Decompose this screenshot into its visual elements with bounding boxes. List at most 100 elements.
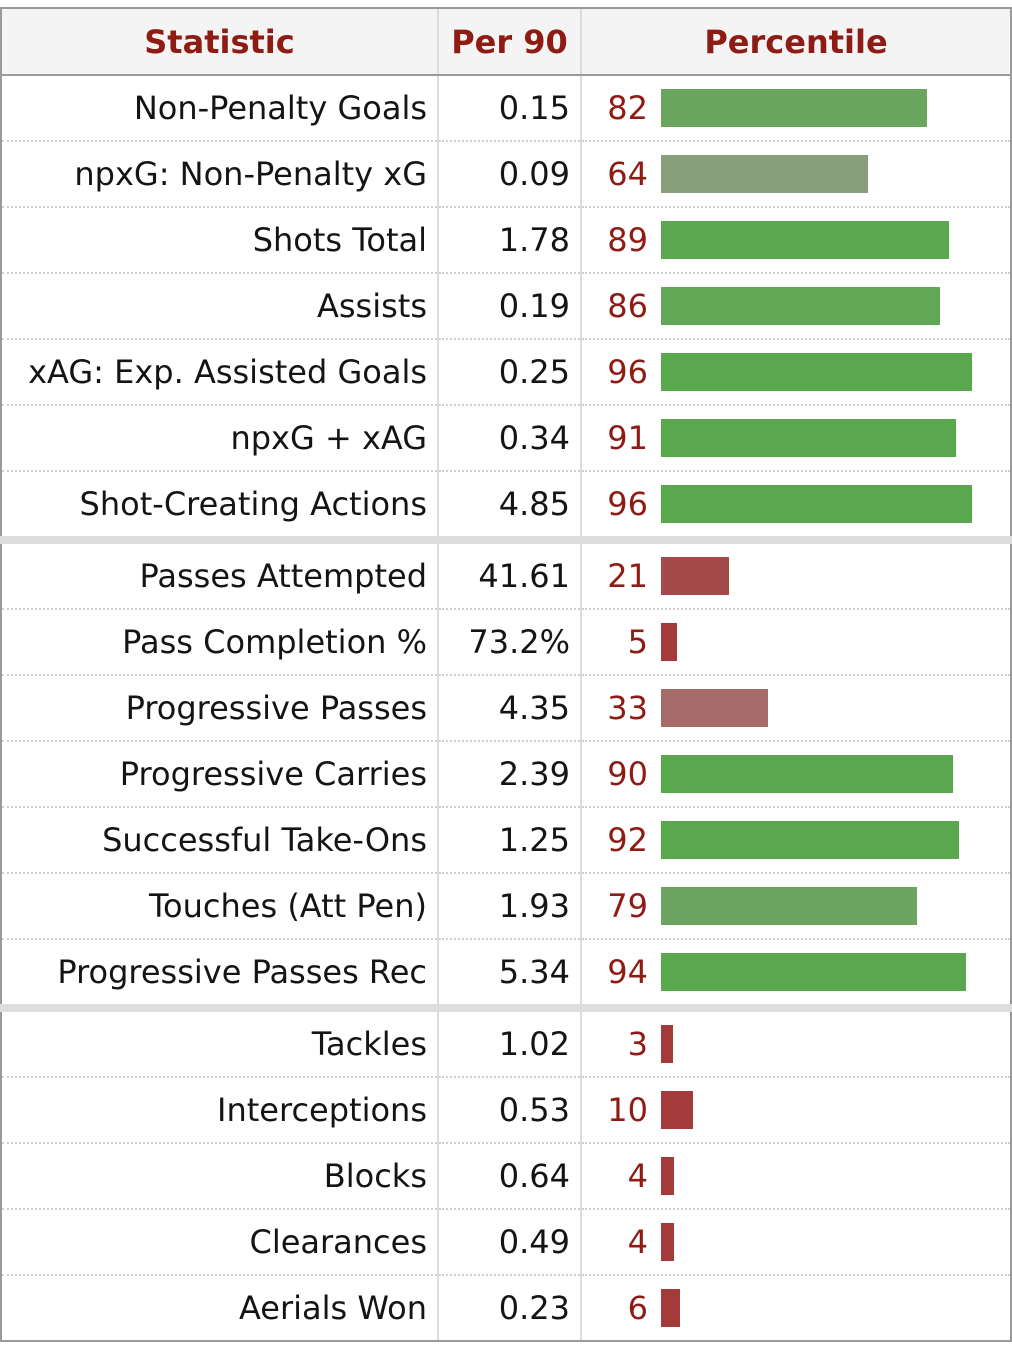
table-row: Tackles 1.02 3 — [1, 1004, 1011, 1078]
percentile-cell: 86 — [580, 273, 1011, 340]
percentile-wrap: 33 — [582, 676, 1010, 740]
stat-name: Clearances — [1, 1209, 438, 1276]
table-row: npxG: Non-Penalty xG 0.09 64 — [1, 141, 1011, 208]
table-row: Shot-Creating Actions 4.85 96 — [1, 471, 1011, 541]
percentile-cell: 91 — [580, 405, 1011, 472]
per90-value: 4.85 — [437, 471, 581, 541]
table-row: npxG + xAG 0.34 91 — [1, 405, 1011, 472]
stat-name: Progressive Passes Rec — [1, 939, 438, 1009]
table-row: Non-Penalty Goals 0.15 82 — [1, 75, 1011, 142]
percentile-wrap: 96 — [582, 340, 1010, 404]
percentile-cell: 89 — [580, 207, 1011, 274]
percentile-label: 90 — [607, 755, 648, 793]
percentile-wrap: 92 — [582, 808, 1010, 872]
percentile-label: 79 — [607, 887, 648, 925]
percentile-bar — [661, 89, 927, 127]
percentile-cell: 3 — [580, 1004, 1011, 1078]
per90-value: 1.25 — [437, 807, 581, 874]
percentile-bar — [661, 1289, 680, 1327]
percentile-wrap: 3 — [582, 1012, 1010, 1076]
table-row: Progressive Carries 2.39 90 — [1, 741, 1011, 808]
percentile-label: 64 — [607, 155, 648, 193]
percentile-wrap: 90 — [582, 742, 1010, 806]
percentile-stats-table: Statistic Per 90 Percentile Non-Penalty … — [0, 7, 1012, 1342]
percentile-label: 33 — [607, 689, 648, 727]
percentile-bar — [661, 155, 868, 193]
per90-value: 1.93 — [437, 873, 581, 940]
percentile-wrap: 91 — [582, 406, 1010, 470]
percentile-label: 4 — [627, 1223, 648, 1261]
percentile-label: 89 — [607, 221, 648, 259]
percentile-cell: 21 — [580, 536, 1011, 610]
percentile-cell: 90 — [580, 741, 1011, 808]
percentile-bar — [661, 887, 917, 925]
percentile-label: 21 — [607, 557, 648, 595]
table-row: Interceptions 0.53 10 — [1, 1077, 1011, 1144]
stat-name: xAG: Exp. Assisted Goals — [1, 339, 438, 406]
percentile-cell: 79 — [580, 873, 1011, 940]
per90-value: 0.19 — [437, 273, 581, 340]
percentile-label: 3 — [627, 1025, 648, 1063]
percentile-bar — [661, 821, 959, 859]
percentile-bar — [661, 1025, 673, 1063]
percentile-bar — [661, 557, 729, 595]
percentile-label: 10 — [607, 1091, 648, 1129]
header-row: Statistic Per 90 Percentile — [1, 7, 1011, 76]
percentile-label: 92 — [607, 821, 648, 859]
percentile-label: 91 — [607, 419, 648, 457]
stat-name: Tackles — [1, 1004, 438, 1078]
stat-name: Pass Completion % — [1, 609, 438, 676]
per90-value: 2.39 — [437, 741, 581, 808]
percentile-wrap: 79 — [582, 874, 1010, 938]
table-body: Non-Penalty Goals 0.15 82 npxG: Non-Penalty… — [1, 75, 1011, 1342]
percentile-label: 86 — [607, 287, 648, 325]
percentile-cell: 94 — [580, 939, 1011, 1009]
percentile-wrap: 10 — [582, 1078, 1010, 1142]
table-row: Passes Attempted 41.61 21 — [1, 536, 1011, 610]
stat-name: Aerials Won — [1, 1275, 438, 1342]
percentile-cell: 64 — [580, 141, 1011, 208]
stat-name: npxG: Non-Penalty xG — [1, 141, 438, 208]
percentile-cell: 96 — [580, 339, 1011, 406]
stat-name: Passes Attempted — [1, 536, 438, 610]
percentile-bar — [661, 419, 956, 457]
table-row: Assists 0.19 86 — [1, 273, 1011, 340]
per90-value: 41.61 — [437, 536, 581, 610]
percentile-wrap: 96 — [582, 472, 1010, 536]
percentile-label: 6 — [627, 1289, 648, 1327]
header-statistic[interactable]: Statistic — [1, 7, 438, 76]
table-row: Pass Completion % 73.2% 5 — [1, 609, 1011, 676]
stat-name: Progressive Carries — [1, 741, 438, 808]
percentile-bar — [661, 953, 966, 991]
percentile-cell: 82 — [580, 75, 1011, 142]
table-row: Successful Take-Ons 1.25 92 — [1, 807, 1011, 874]
percentile-wrap: 64 — [582, 142, 1010, 206]
percentile-wrap: 82 — [582, 76, 1010, 140]
header-percentile[interactable]: Percentile — [580, 7, 1011, 76]
percentile-cell: 92 — [580, 807, 1011, 874]
table-row: Touches (Att Pen) 1.93 79 — [1, 873, 1011, 940]
per90-value: 4.35 — [437, 675, 581, 742]
per90-value: 73.2% — [437, 609, 581, 676]
header-per90[interactable]: Per 90 — [437, 7, 581, 76]
percentile-label: 5 — [627, 623, 648, 661]
table-row: Blocks 0.64 4 — [1, 1143, 1011, 1210]
stat-name: Progressive Passes — [1, 675, 438, 742]
table-row: xAG: Exp. Assisted Goals 0.25 96 — [1, 339, 1011, 406]
percentile-bar — [661, 485, 972, 523]
table-row: Progressive Passes 4.35 33 — [1, 675, 1011, 742]
percentile-bar — [661, 1223, 674, 1261]
percentile-bar — [661, 755, 953, 793]
percentile-cell: 96 — [580, 471, 1011, 541]
stat-name: Shot-Creating Actions — [1, 471, 438, 541]
per90-value: 5.34 — [437, 939, 581, 1009]
percentile-cell: 33 — [580, 675, 1011, 742]
stat-name: npxG + xAG — [1, 405, 438, 472]
percentile-wrap: 89 — [582, 208, 1010, 272]
percentile-cell: 6 — [580, 1275, 1011, 1342]
percentile-wrap: 4 — [582, 1144, 1010, 1208]
percentile-wrap: 21 — [582, 544, 1010, 608]
table-header: Statistic Per 90 Percentile — [1, 7, 1011, 76]
table-row: Clearances 0.49 4 — [1, 1209, 1011, 1276]
stat-name: Assists — [1, 273, 438, 340]
